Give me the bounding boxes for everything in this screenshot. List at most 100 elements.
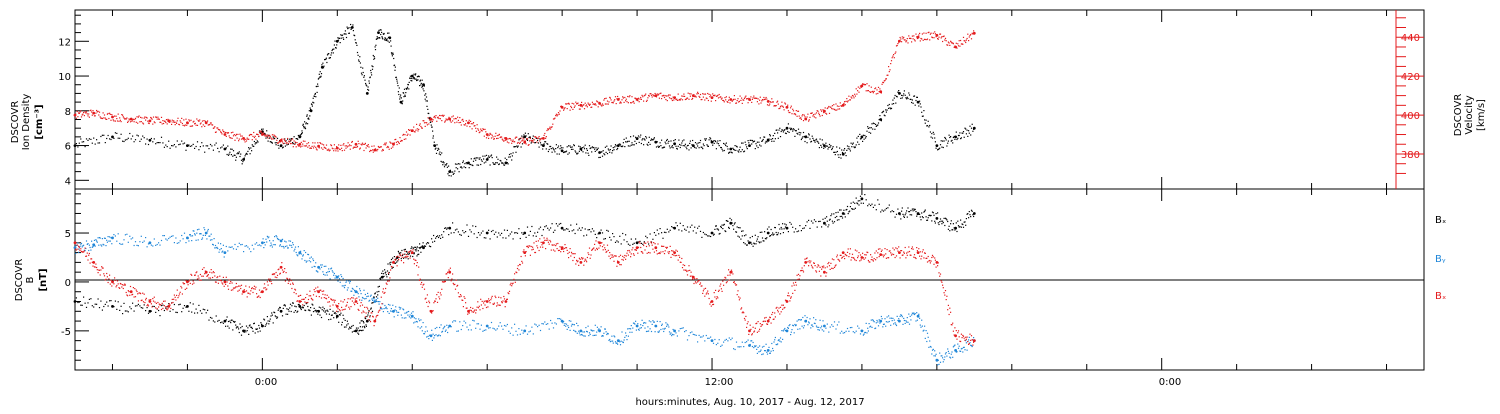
top-series-density-trace-dot	[570, 147, 571, 148]
top-series-density-trace-dot	[510, 153, 511, 154]
series-by-trace-dot	[884, 318, 885, 319]
top-series-velocity-trace-dot	[111, 114, 112, 115]
series-by-trace-dot	[562, 322, 563, 323]
series-by-trace-dot	[766, 352, 767, 353]
top-series-velocity-trace-dot	[577, 103, 578, 104]
series-by-trace-dot	[327, 275, 328, 276]
top-series-velocity-trace-dot	[237, 138, 238, 139]
top-series-velocity-trace-dot	[626, 101, 627, 102]
series-by-trace-dot	[299, 253, 300, 254]
series-bz-trace-dot	[221, 280, 222, 281]
series-bx-trace-dot	[838, 212, 839, 213]
series-by-trace-dot	[556, 323, 557, 324]
top-series-density-trace-dot	[438, 149, 439, 150]
series-bx-trace-dot	[341, 324, 342, 325]
top-series-velocity-trace-dot	[253, 132, 254, 133]
top-series-velocity-trace-dot	[76, 118, 77, 119]
series-by-trace-dot	[621, 341, 622, 342]
top-series-velocity-trace-dot	[719, 94, 720, 95]
top-series-velocity-trace-dot	[196, 118, 197, 119]
top-series-density-trace-dot	[760, 145, 761, 146]
top-series-velocity-trace-dot	[116, 116, 117, 117]
top-series-velocity-trace-dot	[733, 99, 734, 100]
top-series-density-trace-dot	[361, 73, 362, 74]
top-series-density-trace-dot	[851, 146, 852, 147]
top-series-density-trace-dot	[248, 147, 249, 148]
series-bx-trace-dot	[896, 214, 897, 215]
series-by-trace-dot	[371, 295, 372, 296]
top-series-velocity-trace-dot	[141, 117, 142, 118]
series-by-trace-dot	[740, 346, 741, 347]
top-series-density-trace-dot	[136, 135, 137, 136]
series-bz-trace-dot	[128, 291, 129, 292]
series-bz-trace-dot	[276, 272, 277, 273]
top-series-velocity-trace-dot	[570, 106, 571, 107]
series-by-trace-dot	[589, 332, 590, 333]
series-bx-trace-dot	[366, 316, 367, 317]
series-by-trace-dot	[482, 331, 483, 332]
series-bz-trace-dot	[244, 289, 245, 290]
top-series-velocity-trace-dot	[587, 106, 588, 107]
top-series-density-trace-dot	[606, 146, 607, 147]
series-by-trace-dot	[972, 346, 973, 347]
top-series-density-trace-dot	[428, 113, 429, 114]
top-series-velocity-trace-dot	[115, 121, 116, 122]
series-bz-trace-dot	[201, 276, 202, 277]
top-series-density-trace-dot	[351, 29, 352, 30]
top-series-velocity-trace-dot	[933, 33, 934, 34]
series-bx-trace-dot	[766, 238, 767, 239]
top-series-velocity-trace-dot	[492, 136, 493, 137]
top-series-density-trace-dot	[809, 134, 810, 135]
top-series-density-trace-dot	[915, 105, 916, 106]
series-bz-trace-dot	[136, 291, 137, 292]
top-series-density-trace-dot	[434, 142, 435, 143]
series-by-trace-dot	[606, 331, 607, 332]
top-series-density-trace-dot	[374, 58, 375, 59]
series-by-trace-dot	[864, 334, 865, 335]
top-series-density-trace-dot	[362, 74, 363, 75]
series-by-trace-dot	[312, 258, 313, 259]
series-bx-trace-dot	[644, 241, 645, 242]
top-series-density-trace-dot	[869, 127, 870, 128]
top-series-density-trace-dot	[735, 145, 736, 146]
top-series-density-trace-dot	[722, 149, 723, 150]
series-by-trace-dot	[920, 325, 921, 326]
top-series-velocity-trace-dot	[781, 102, 782, 103]
velocity-tick-label: 440	[1401, 33, 1420, 44]
series-by-trace-dot	[243, 251, 244, 252]
series-by-trace-dot	[367, 293, 368, 294]
top-series-density-trace-dot	[121, 134, 122, 135]
top-series-density-trace-dot	[552, 147, 553, 148]
top-series-density-trace-dot	[350, 24, 351, 25]
series-bx-trace-dot	[781, 228, 782, 229]
series-by-trace-dot	[758, 347, 759, 348]
top-series-velocity-trace-dot	[162, 123, 163, 124]
series-bz-trace-dot	[98, 272, 99, 273]
top-series-density-trace-dot	[421, 83, 422, 84]
top-series-velocity-trace-dot	[483, 129, 484, 130]
top-series-velocity-trace-dot	[280, 141, 281, 142]
top-series-density-trace-dot	[504, 165, 505, 166]
top-series-velocity-trace-dot	[557, 114, 558, 115]
series-bz-trace-dot	[107, 276, 108, 277]
series-by-trace-dot	[954, 345, 955, 346]
top-series-velocity-trace-dot	[77, 116, 78, 117]
top-series-velocity-trace-dot	[373, 152, 374, 153]
top-series-velocity-trace-dot	[539, 136, 540, 137]
series-bz-trace-dot	[214, 275, 215, 276]
series-by-trace-dot	[727, 340, 728, 341]
top-series-velocity-trace-dot	[104, 114, 105, 115]
top-series-velocity-trace-dot	[879, 88, 880, 89]
series-bz-trace-dot	[267, 281, 268, 282]
series-bx-trace-dot	[131, 308, 132, 309]
top-series-density-trace-dot	[96, 139, 97, 140]
top-series-density-trace-dot	[254, 141, 255, 142]
series-bx-trace-dot	[747, 244, 748, 245]
top-series-density-trace-dot	[385, 38, 386, 39]
top-series-density-trace-dot	[717, 142, 718, 143]
top-series-density-trace-dot	[668, 143, 669, 144]
series-by-trace-dot	[94, 240, 95, 241]
top-series-velocity-trace-dot	[462, 119, 463, 120]
top-series-velocity-trace-dot	[671, 98, 672, 99]
series-bz-trace-dot	[287, 278, 288, 279]
